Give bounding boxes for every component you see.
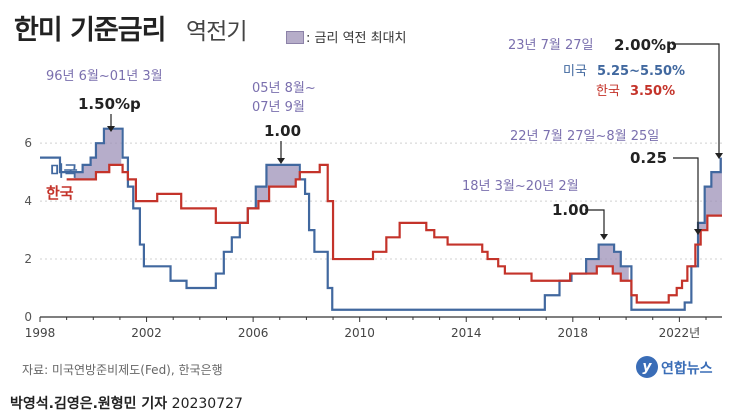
y-tick-label: 2 (24, 252, 32, 266)
annotation-pointer-3 (585, 209, 605, 236)
annotation-value-2: 1.00 (264, 122, 301, 140)
gap-fill (74, 128, 122, 180)
legend-swatch (286, 31, 304, 44)
publisher-logo: y 연합뉴스 (636, 356, 738, 382)
chart-card: 0 2 4 6 1998 2002 2006 2010 2014 2018 2022년 미국 한국 … (14, 15, 738, 382)
byline-date: 20230727 (171, 396, 243, 412)
annotation-period-2a: 05년 8월~ (252, 81, 316, 96)
annotation-value-4: 0.25 (630, 149, 667, 167)
grid (40, 142, 722, 260)
annotation-period-2b: 07년 9월 (252, 100, 305, 115)
gap-fill (578, 244, 629, 281)
gap-fill-areas (74, 128, 722, 281)
series-line-kr (66, 163, 722, 304)
current-kr-value: 3.50% (630, 84, 675, 99)
byline-authors: 박영석.김영은.원형민 기자 (10, 396, 168, 412)
page-title: 한미 기준금리 (14, 15, 166, 46)
page-subtitle: 역전기 (186, 19, 247, 45)
annotation-value-3: 1.00 (552, 201, 589, 219)
current-us-value: 5.25~5.50% (597, 64, 685, 79)
y-tick-label: 0 (24, 310, 32, 324)
annotation-period-1: 96년 6월~01년 3월 (46, 69, 163, 84)
annotation-period-5: 23년 7월 27일 (508, 38, 594, 53)
annotation-arrow-2 (277, 158, 285, 164)
annotation-pointer-5 (672, 43, 720, 155)
annotation-arrow-1 (107, 126, 115, 132)
legend-label: : 금리 역전 최대치 (306, 31, 407, 46)
annotation-arrow-5 (715, 153, 723, 159)
axes (39, 316, 722, 322)
source-note: 자료: 미국연방준비제도(Fed), 한국은행 (22, 363, 223, 377)
x-tick-label: 2022년 (659, 326, 701, 340)
annotation-value-1: 1.50%p (78, 95, 141, 113)
x-tick-label: 2002 (131, 326, 162, 340)
x-tick-label: 2018 (558, 326, 589, 340)
x-tick-label: 2006 (238, 326, 269, 340)
series-lines (40, 127, 722, 311)
y-tick-label: 4 (24, 194, 32, 208)
x-tick-label: 2014 (451, 326, 482, 340)
series-label-kr: 한국 (46, 184, 74, 202)
annotation-value-5: 2.00%p (614, 36, 677, 54)
current-kr-label: 한국 (596, 84, 620, 99)
x-tick-label: 1998 (25, 326, 56, 340)
logo-text: 연합뉴스 (661, 361, 713, 377)
annotation-arrow-4 (694, 229, 702, 235)
tick-labels: 0 2 4 6 1998 2002 2006 2010 2014 2018 2022년 (24, 136, 700, 340)
logo-icon: y (636, 356, 658, 378)
byline: 박영석.김영은.원형민 기자 20230727 (10, 393, 243, 413)
current-us-label: 미국 (563, 64, 587, 79)
y-tick-label: 6 (24, 136, 32, 150)
annotation-period-3: 18년 3월~20년 2월 (462, 179, 579, 194)
annotation-arrow-3 (600, 234, 608, 240)
series-label-us: 미국 (50, 162, 78, 180)
x-tick-label: 2010 (344, 326, 375, 340)
series-line-us (40, 127, 722, 311)
gap-fill (242, 164, 299, 223)
annotation-period-4: 22년 7월 27일~8월 25일 (510, 129, 659, 144)
annotation-pointer-4 (673, 157, 699, 231)
